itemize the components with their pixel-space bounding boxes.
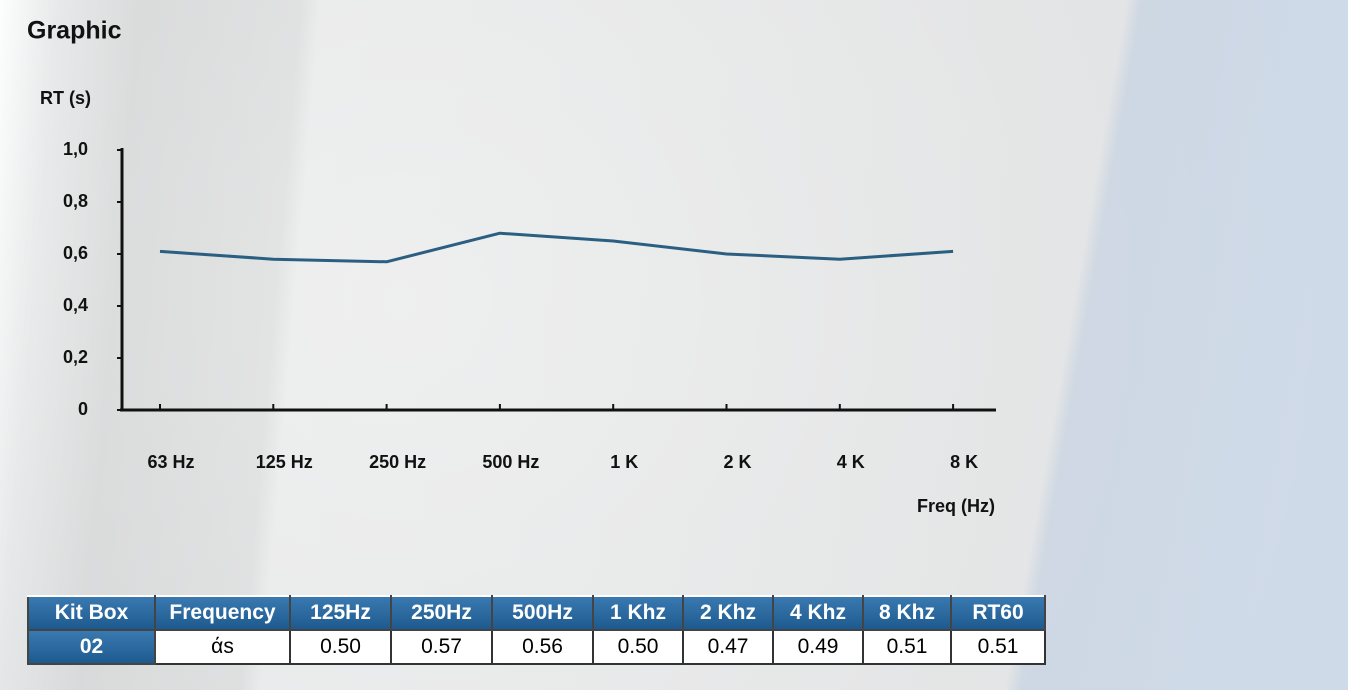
header-cell: 500Hz — [491, 595, 594, 631]
header-cell: Kit Box — [27, 595, 156, 631]
table-row: 02 άs 0.50 0.57 0.56 0.50 0.47 0.49 0.51 0.51 — [27, 629, 1046, 665]
table-cell: 0.56 — [491, 629, 594, 665]
header-cell: 125Hz — [289, 595, 392, 631]
table-cell: 0.51 — [950, 629, 1046, 665]
table-cell: 02 — [27, 629, 156, 665]
y-tick-label: 0 — [78, 399, 88, 419]
x-tick-label: 63 Hz — [147, 452, 194, 472]
data-line — [159, 231, 954, 264]
header-cell: 1 Khz — [592, 595, 684, 631]
x-tick-label: 2 K — [723, 452, 751, 472]
x-tick-label: 500 Hz — [482, 452, 539, 472]
header-cell: Frequency — [154, 595, 291, 631]
y-tick-label: 0,4 — [63, 295, 88, 315]
y-tick-label: 0,2 — [63, 347, 88, 367]
table-cell: άs — [154, 629, 291, 665]
table-cell: 0.50 — [289, 629, 392, 665]
x-tick-label: 8 K — [950, 452, 978, 472]
chart-title: Graphic — [27, 17, 122, 45]
y-axis-label: RT (s) — [40, 88, 91, 108]
x-axis-label: Freq (Hz) — [917, 496, 995, 516]
table-row: Kit Box Frequency 125Hz 250Hz 500Hz 1 Khz 2 Kh… — [27, 595, 1046, 631]
x-tick-label: 250 Hz — [369, 452, 426, 472]
header-cell: 4 Khz — [772, 595, 864, 631]
y-tick-label: 1,0 — [63, 139, 88, 159]
data-table: Kit Box Frequency 125Hz 250Hz 500Hz 1 Khz 2 Kh… — [27, 595, 1046, 665]
table-cell: 0.50 — [592, 629, 684, 665]
table-cell: 0.51 — [862, 629, 952, 665]
table-cell: 0.57 — [390, 629, 493, 665]
header-cell: RT60 — [950, 595, 1046, 631]
x-tick-label: 1 K — [610, 452, 638, 472]
x-tick-label: 125 Hz — [256, 452, 313, 472]
y-tick-label: 0,6 — [63, 243, 88, 263]
x-tick-label: 4 K — [837, 452, 865, 472]
table-cell: 0.47 — [682, 629, 774, 665]
table-cell: 0.49 — [772, 629, 864, 665]
header-cell: 8 Khz — [862, 595, 952, 631]
header-cell: 2 Khz — [682, 595, 774, 631]
header-cell: 250Hz — [390, 595, 493, 631]
y-tick-label: 0,8 — [63, 191, 88, 211]
